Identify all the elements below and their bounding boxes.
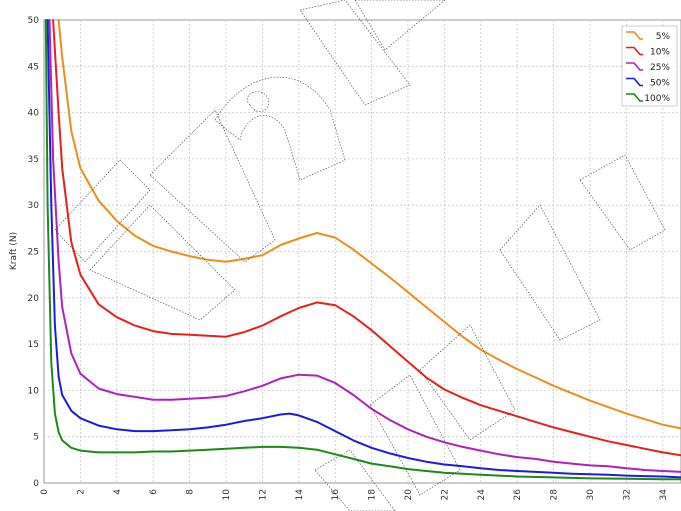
- x-tick-label: 28: [550, 489, 560, 501]
- legend-label: 10%: [650, 48, 670, 58]
- x-tick-labels: 0 2 4 6 8 10 12 14 16 18 20 22 24 26 28 30 32 34: [40, 489, 669, 501]
- legend-label: 50%: [650, 79, 670, 89]
- watermark-letter-12: [247, 91, 270, 113]
- x-tick-label: 22: [440, 489, 450, 500]
- watermark-letter-8: [579, 154, 666, 251]
- series-line-50pct: [46, 19, 681, 479]
- y-tick-label: 25: [28, 248, 39, 258]
- watermark-letter-6: [354, 0, 446, 51]
- y-tick-label: 45: [28, 62, 39, 72]
- series-line-10pct: [52, 19, 681, 457]
- legend-label: 100%: [644, 94, 670, 104]
- y-tick-label: 35: [28, 155, 39, 165]
- x-tick-label: 8: [186, 489, 196, 495]
- x-tick-label: 2: [76, 489, 86, 495]
- x-tick-label: 14: [295, 489, 305, 501]
- x-tick-label: 4: [113, 489, 123, 495]
- legend-swatch: [626, 46, 643, 56]
- grid-lines: [44, 20, 681, 483]
- watermark-letter-3: [149, 109, 276, 263]
- series-line-100pct: [44, 19, 681, 481]
- watermark-letter-7: [499, 204, 601, 341]
- series-line-25pct: [48, 19, 681, 473]
- x-tick-label: 30: [586, 489, 596, 501]
- series-line-5pct: [57, 19, 681, 430]
- legend-box: [621, 25, 678, 107]
- legend-label: 25%: [650, 63, 670, 73]
- watermark-letter-10: [369, 374, 461, 496]
- legend-swatch: [626, 62, 643, 71]
- y-tick-label: 50: [28, 16, 40, 26]
- watermark-letter-9: [419, 324, 516, 441]
- y-tick-label: 15: [28, 340, 39, 350]
- watermark-letter-5: [299, 0, 411, 106]
- watermark-letter-1: [54, 159, 151, 263]
- x-tick-label: 18: [368, 489, 378, 501]
- y-tick-label: 30: [28, 201, 40, 211]
- x-tick-label: 26: [513, 489, 523, 501]
- y-axis-title: Kraft (N): [9, 232, 19, 270]
- y-tick-label: 5: [33, 433, 39, 443]
- series-lines: [44, 19, 681, 481]
- y-tick-label: 20: [28, 294, 40, 304]
- y-tick-labels: 0 5 10 15 20 25 30 35 40 45 50: [28, 16, 40, 489]
- x-tick-label: 32: [622, 489, 632, 500]
- plot-background: [43, 19, 681, 484]
- y-tick-label: 10: [28, 386, 40, 396]
- watermark: [54, 0, 666, 511]
- legend: 5% 10% 25% 50% 100%: [621, 25, 678, 107]
- watermark-letter-2: [89, 204, 236, 321]
- watermark-letter-4: [214, 76, 346, 181]
- x-tick-label: 16: [331, 489, 341, 501]
- y-tick-label: 0: [33, 479, 39, 489]
- x-tick-label: 6: [149, 489, 159, 495]
- x-tick-label: 10: [222, 489, 232, 501]
- legend-swatch: [626, 77, 643, 87]
- x-tick-label: 34: [659, 489, 669, 501]
- x-tick-label: 12: [258, 489, 268, 500]
- x-tick-label: 0: [40, 489, 50, 495]
- legend-swatch: [626, 93, 643, 102]
- legend-label: 5%: [656, 32, 671, 42]
- legend-swatch: [626, 31, 643, 40]
- y-tick-label: 40: [28, 109, 40, 119]
- x-tick-label: 20: [404, 489, 414, 501]
- x-tick-label: 24: [477, 489, 487, 501]
